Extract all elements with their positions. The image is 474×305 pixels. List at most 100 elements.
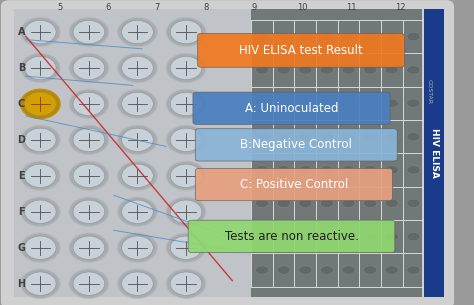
Text: 11: 11 [346,3,356,12]
Ellipse shape [170,56,202,80]
Text: H: H [17,279,26,289]
Ellipse shape [122,56,153,80]
Ellipse shape [25,20,56,44]
Circle shape [320,99,333,107]
Bar [251,9,422,297]
Circle shape [364,32,377,41]
Text: G: G [18,243,25,253]
Ellipse shape [166,125,206,155]
Ellipse shape [25,200,56,224]
Bar [424,9,444,297]
Text: C: C [18,99,25,109]
Ellipse shape [118,53,157,83]
Circle shape [277,232,290,241]
Circle shape [342,166,355,174]
Ellipse shape [122,128,153,152]
Circle shape [299,99,312,107]
Circle shape [277,32,290,41]
Ellipse shape [20,233,60,262]
Ellipse shape [73,164,105,188]
Circle shape [364,266,377,274]
Circle shape [299,232,312,241]
Ellipse shape [118,17,157,47]
Ellipse shape [73,200,105,224]
Circle shape [320,266,333,274]
Ellipse shape [122,20,153,44]
Circle shape [255,132,268,141]
Text: C: Positive Control: C: Positive Control [240,178,348,191]
Circle shape [407,66,420,74]
Circle shape [320,199,333,207]
Circle shape [277,266,290,274]
Ellipse shape [170,20,202,44]
Circle shape [299,32,312,41]
FancyBboxPatch shape [188,220,395,253]
Ellipse shape [20,161,60,191]
Circle shape [342,66,355,74]
Text: B: B [18,63,25,73]
Text: 7: 7 [155,3,160,12]
Text: 5: 5 [57,3,63,12]
Circle shape [255,66,268,74]
Ellipse shape [73,20,105,44]
Circle shape [299,66,312,74]
Circle shape [342,132,355,141]
Ellipse shape [73,92,105,116]
Circle shape [320,32,333,41]
Circle shape [342,32,355,41]
Circle shape [299,132,312,141]
Circle shape [385,132,398,141]
Text: HIV ELISA: HIV ELISA [430,127,438,178]
Text: COSTAR: COSTAR [427,79,431,104]
Circle shape [255,232,268,241]
Circle shape [320,166,333,174]
Circle shape [407,232,420,241]
Ellipse shape [69,161,109,191]
Ellipse shape [25,56,56,80]
Text: 9: 9 [252,3,257,12]
Ellipse shape [20,269,60,298]
Circle shape [342,266,355,274]
Ellipse shape [73,56,105,80]
Circle shape [255,99,268,107]
Text: F: F [18,207,25,217]
Circle shape [407,266,420,274]
Circle shape [320,232,333,241]
Text: A: Uninoculated: A: Uninoculated [245,102,338,115]
Circle shape [255,199,268,207]
Ellipse shape [73,236,105,259]
Ellipse shape [122,164,153,188]
Ellipse shape [20,53,60,83]
Circle shape [407,132,420,141]
Ellipse shape [122,236,153,259]
Ellipse shape [170,128,202,152]
Circle shape [385,166,398,174]
Circle shape [385,199,398,207]
Ellipse shape [25,164,56,188]
Ellipse shape [166,89,206,119]
Ellipse shape [69,89,109,119]
Ellipse shape [73,128,105,152]
Ellipse shape [166,197,206,227]
Ellipse shape [25,236,56,259]
Circle shape [342,99,355,107]
Circle shape [277,166,290,174]
Circle shape [385,32,398,41]
Circle shape [277,199,290,207]
Ellipse shape [170,272,202,295]
Circle shape [255,32,268,41]
Circle shape [407,199,420,207]
Ellipse shape [25,128,56,152]
Ellipse shape [170,200,202,224]
Text: 6: 6 [106,3,111,12]
Circle shape [364,199,377,207]
Text: D: D [18,135,25,145]
Circle shape [407,32,420,41]
Ellipse shape [118,89,157,119]
Ellipse shape [118,233,157,262]
Ellipse shape [20,17,60,47]
Ellipse shape [69,125,109,155]
Ellipse shape [166,269,206,298]
FancyBboxPatch shape [198,34,404,67]
Circle shape [277,132,290,141]
